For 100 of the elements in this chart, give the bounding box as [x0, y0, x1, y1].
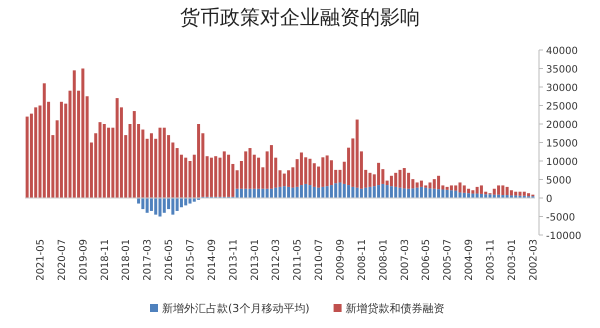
x-tick-label: 2016-05 [164, 239, 176, 281]
bar [26, 116, 29, 198]
bar [351, 186, 354, 198]
bar [492, 188, 496, 195]
bar [356, 120, 359, 188]
x-tick-label: 2008-11 [356, 239, 368, 281]
bar [424, 188, 428, 198]
y-tick-label: 10000 [546, 157, 578, 168]
y-tick-label: -10000 [546, 231, 582, 242]
x-tick-label: 2005-07 [442, 239, 454, 281]
bar [240, 188, 243, 198]
bar [296, 186, 299, 198]
bar [386, 185, 389, 198]
bar [287, 186, 290, 198]
bar [116, 98, 119, 198]
bar [437, 176, 440, 190]
bar [514, 192, 518, 196]
bar [321, 186, 324, 198]
bar [146, 198, 149, 213]
bar [432, 188, 436, 198]
x-tick-label: 2003-11 [486, 239, 496, 281]
x-tick-label: 2006-05 [421, 239, 432, 281]
x-tick-label: 2018-11 [100, 239, 111, 281]
bar [171, 198, 174, 215]
x-tick-label: 2020-07 [56, 239, 68, 281]
bar [162, 198, 166, 213]
y-tick-label: 35000 [546, 64, 578, 76]
bar [402, 188, 406, 198]
x-tick-label: 2010-07 [314, 239, 326, 281]
x-tick-label: 2002-03 [528, 239, 540, 281]
bar [312, 163, 316, 187]
bar [132, 111, 136, 198]
x-tick-label: 2011-05 [292, 239, 304, 281]
bar [506, 186, 509, 196]
bar [394, 172, 398, 187]
x-tick-label: 2004-09 [464, 239, 476, 281]
bar [480, 185, 483, 194]
bar [416, 188, 419, 198]
bar [416, 182, 419, 188]
bar [162, 128, 166, 198]
bar [446, 190, 449, 198]
bar [210, 158, 213, 197]
bar [180, 198, 183, 208]
bar [266, 188, 269, 198]
bar [497, 185, 500, 195]
bar [150, 198, 153, 211]
bar [330, 185, 333, 198]
bar [141, 198, 144, 210]
bar [420, 180, 423, 187]
x-tick-label: 2003-01 [506, 239, 518, 281]
bar [381, 184, 384, 198]
bar [244, 188, 248, 198]
x-tick-label: 2014-09 [206, 239, 218, 281]
bar [522, 192, 526, 196]
bar [347, 185, 350, 198]
y-tick-label: 5000 [546, 176, 572, 186]
bar [257, 188, 260, 198]
bar [501, 185, 504, 196]
y-tick-label: 20000 [546, 120, 578, 131]
bar [476, 194, 479, 198]
bar [42, 83, 46, 198]
bar [411, 188, 414, 198]
y-tick-label: 15000 [546, 138, 578, 150]
bar [282, 174, 286, 186]
bar [462, 185, 466, 193]
y-tick-label: 25000 [546, 102, 578, 112]
bar [390, 176, 393, 186]
bar [222, 151, 226, 197]
bar [261, 188, 264, 198]
bar [270, 188, 273, 198]
bar [454, 185, 458, 191]
bar [291, 188, 294, 198]
bar [326, 186, 329, 198]
bar [527, 193, 530, 196]
bar [510, 190, 513, 196]
legend-label: 新增贷款和债券融资 [346, 302, 445, 315]
x-tick-label: 2018-01 [121, 239, 132, 281]
bar [407, 188, 410, 198]
bar [471, 190, 474, 194]
bar [107, 128, 110, 198]
bar [317, 188, 320, 198]
chart-title: 货币政策对企业融资的影响 [180, 5, 420, 29]
x-tick-label: 2019-09 [78, 239, 90, 281]
bar [364, 188, 368, 198]
bar [432, 179, 436, 189]
bar [467, 188, 470, 194]
bar [420, 186, 423, 198]
bar [450, 185, 453, 190]
bar [441, 189, 444, 198]
x-tick-label: 2009-09 [336, 239, 346, 281]
bar [476, 186, 479, 194]
bar [312, 186, 316, 198]
bar [356, 188, 359, 198]
bar [450, 190, 453, 198]
bar [377, 185, 380, 198]
bar [454, 190, 458, 198]
x-tick-label: 2007-03 [400, 239, 411, 281]
bar [102, 124, 106, 198]
bar [34, 107, 38, 198]
bar [236, 188, 239, 198]
